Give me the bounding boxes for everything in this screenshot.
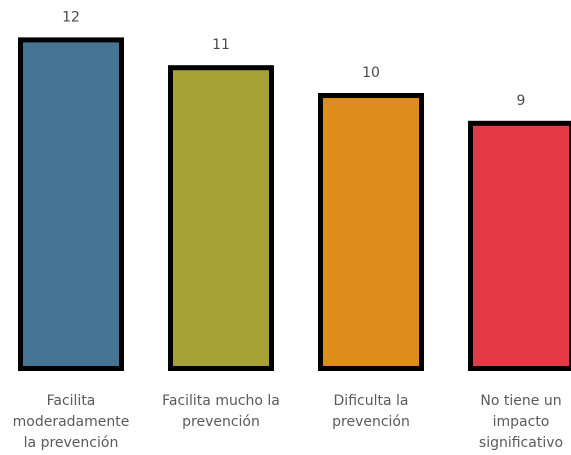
data-label-1: 12 [62, 9, 80, 25]
data-label-2: 11 [212, 37, 230, 53]
bar-4 [468, 120, 571, 371]
category-label-line: moderadamente [13, 414, 130, 430]
category-label-line: Facilita mucho la [162, 393, 280, 409]
category-label-4: No tiene un impacto significativo [479, 393, 563, 451]
category-label-line: impacto [493, 414, 550, 430]
category-label-line: Facilita [47, 393, 96, 409]
category-label-line: Dificulta la [334, 393, 409, 409]
category-label-line: prevención [332, 414, 410, 430]
bar-3 [318, 93, 424, 371]
category-label-2: Facilita mucho la prevención [162, 393, 280, 430]
category-label-line: prevención [182, 414, 260, 430]
category-label-3: Dificulta la prevención [332, 393, 410, 430]
category-label-line: significativo [479, 435, 563, 451]
category-label-line: No tiene un [480, 393, 561, 409]
category-label-1: Facilita moderadamente la prevención [13, 393, 130, 451]
bar-1 [18, 37, 124, 372]
category-label-line: la prevención [24, 435, 119, 451]
data-label-4: 9 [517, 93, 526, 109]
data-label-3: 10 [362, 65, 380, 81]
bar-2 [168, 65, 274, 371]
